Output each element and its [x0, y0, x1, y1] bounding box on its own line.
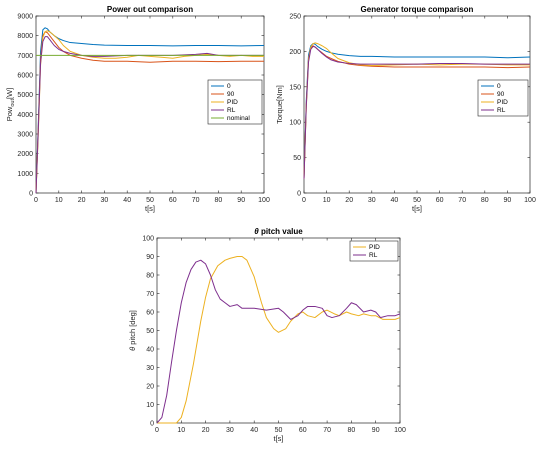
legend-entry: 0: [227, 83, 231, 90]
x-tick-label: 10: [323, 197, 331, 204]
x-tick-label: 50: [275, 427, 283, 434]
x-tick-label: 100: [258, 197, 270, 204]
legend-entry: RL: [497, 107, 506, 114]
series-line-PID: [303, 42, 530, 179]
legend-entry: PID: [369, 244, 380, 251]
y-axis-label: Powout[W]: [5, 88, 16, 122]
x-tick-label: 10: [55, 197, 63, 204]
x-tick-label: 60: [299, 427, 307, 434]
y-tick-label: 50: [293, 155, 301, 162]
x-tick-label: 80: [481, 197, 489, 204]
x-tick-label: 30: [368, 197, 376, 204]
legend-entry: 90: [497, 91, 505, 98]
legend-entry: RL: [227, 107, 236, 114]
x-tick-label: 40: [391, 197, 399, 204]
legend-box: [349, 240, 399, 262]
legend-entry: 90: [227, 91, 235, 98]
legend-entry: nominal: [227, 115, 250, 122]
x-tick-label: 10: [177, 427, 185, 434]
x-tick-label: 0: [155, 427, 159, 434]
series-line-0: [35, 27, 265, 194]
y-tick-label: 30: [146, 365, 154, 372]
y-axis-label: θ pitch [deg]: [128, 310, 137, 351]
x-tick-label: 70: [458, 197, 466, 204]
y-tick-label: 1000: [17, 171, 33, 178]
x-tick-label: 40: [250, 427, 258, 434]
x-tick-label: 90: [372, 427, 380, 434]
x-tick-label: 0: [34, 197, 38, 204]
x-tick-label: 100: [524, 197, 536, 204]
y-tick-label: 7000: [17, 53, 33, 60]
y-tick-label: 4000: [17, 112, 33, 119]
x-tick-label: 80: [215, 197, 223, 204]
x-tick-label: 80: [348, 427, 356, 434]
legend-entry: 0: [497, 83, 501, 90]
y-tick-label: 2000: [17, 151, 33, 158]
x-tick-label: 90: [237, 197, 245, 204]
x-tick-label: 100: [394, 427, 406, 434]
x-tick-label: 30: [226, 427, 234, 434]
y-tick-label: 100: [142, 236, 154, 243]
series-line-RL: [156, 259, 401, 424]
chart-title: Power out comparison: [107, 5, 193, 14]
y-tick-label: 150: [289, 84, 301, 91]
y-tick-label: 200: [289, 49, 301, 56]
y-tick-label: 100: [289, 120, 301, 127]
y-tick-label: 0: [150, 421, 154, 428]
series-line-0: [303, 43, 531, 179]
y-tick-label: 20: [146, 384, 154, 391]
x-tick-label: 70: [323, 427, 331, 434]
series-line-RL: [303, 45, 530, 179]
x-tick-label: 40: [123, 197, 131, 204]
y-tick-label: 70: [146, 291, 154, 298]
x-axis-label: t[s]: [412, 204, 422, 213]
chart-torque: 0 10 20 30 40 50 60 70 80 90 100 0 50 100 150 200 250 Gen…: [275, 5, 536, 213]
legend-entry: PID: [227, 99, 238, 106]
chart-pitch: 0 10 20 30 40 50 60 70 80 90 100 0 10 20 30 40 50 60 70 80 9…: [128, 227, 406, 443]
x-axis-label: t[s]: [145, 204, 155, 213]
y-tick-label: 0: [29, 191, 33, 198]
x-tick-label: 20: [78, 197, 86, 204]
x-axis-label: t[s]: [273, 434, 283, 443]
y-tick-label: 90: [146, 254, 154, 261]
x-tick-label: 70: [192, 197, 200, 204]
y-tick-label: 60: [146, 310, 154, 317]
y-tick-label: 40: [146, 347, 154, 354]
x-tick-label: 20: [345, 197, 353, 204]
x-tick-label: 0: [302, 197, 306, 204]
y-tick-label: 5000: [17, 92, 33, 99]
chart-power: 0 10 20 30 40 50 60 70 80 90 100010002000300040005…: [5, 5, 270, 213]
x-tick-label: 60: [436, 197, 444, 204]
y-tick-label: 3000: [17, 132, 33, 139]
chart-title: Generator torque comparison: [361, 5, 474, 14]
x-tick-label: 30: [101, 197, 109, 204]
y-tick-label: 9000: [17, 14, 33, 21]
legend-entry: RL: [369, 252, 378, 259]
x-tick-label: 90: [504, 197, 512, 204]
series-line-PID: [157, 256, 401, 424]
series-line-RL: [35, 36, 264, 194]
y-tick-label: 8000: [17, 33, 33, 40]
chart-title: θ pitch value: [254, 227, 303, 236]
y-tick-label: 50: [146, 328, 154, 335]
series-line-90: [303, 45, 531, 179]
x-tick-label: 50: [413, 197, 421, 204]
y-axis-label: Torque[Nm]: [275, 85, 284, 124]
x-tick-label: 50: [146, 197, 154, 204]
y-tick-label: 10: [146, 402, 154, 409]
y-tick-label: 0: [297, 191, 301, 198]
y-tick-label: 250: [289, 14, 301, 21]
x-tick-label: 20: [202, 427, 210, 434]
legend-entry: PID: [497, 99, 508, 106]
x-tick-label: 60: [169, 197, 177, 204]
y-tick-label: 6000: [17, 73, 33, 80]
y-tick-label: 80: [146, 273, 154, 280]
plot-area: [156, 237, 401, 424]
